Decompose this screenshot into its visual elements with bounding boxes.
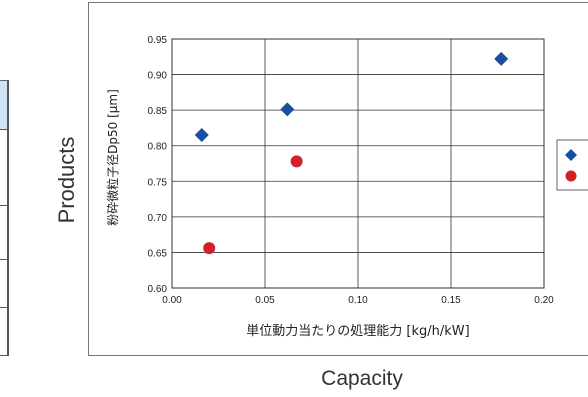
left-table-fragment	[0, 80, 9, 356]
y-tick-label: 0.90	[148, 71, 168, 82]
data-point-diamond	[194, 128, 209, 143]
x-tick-label: 0.05	[255, 295, 275, 306]
y-tick-label: 0.60	[148, 284, 168, 295]
legend-marker-circle	[565, 170, 577, 182]
y-tick-label: 0.65	[148, 248, 168, 259]
x-tick-label: 0.15	[441, 295, 461, 306]
table-row-line	[0, 129, 7, 130]
data-point-circle	[203, 242, 216, 255]
outer-y-axis-label: Products	[54, 136, 79, 224]
x-tick-label: 0.10	[348, 295, 368, 306]
data-point-diamond	[494, 51, 509, 66]
outer-x-axis-label: Capacity	[321, 367, 403, 390]
legend-box	[556, 139, 588, 191]
inner-x-axis-label: 単位動力当たりの処理能力 [kg/h/kW]	[246, 323, 469, 339]
table-row-line	[0, 205, 7, 206]
x-tick-label: 0.00	[162, 295, 182, 306]
inner-y-axis-label: 粉砕微粒子径Dp50 [μm]	[105, 89, 120, 226]
y-tick-label: 0.95	[148, 35, 168, 46]
legend-marker-diamond	[565, 149, 577, 161]
y-tick-label: 0.70	[148, 213, 168, 224]
x-tick-label: 0.20	[534, 295, 554, 306]
table-header-cell	[0, 81, 7, 129]
y-tick-label: 0.75	[148, 177, 168, 188]
table-row-line	[0, 259, 7, 260]
data-point-circle	[290, 155, 303, 168]
table-row-line	[0, 307, 7, 308]
y-tick-label: 0.85	[148, 106, 168, 117]
data-point-diamond	[280, 102, 295, 117]
y-tick-label: 0.80	[148, 142, 168, 153]
